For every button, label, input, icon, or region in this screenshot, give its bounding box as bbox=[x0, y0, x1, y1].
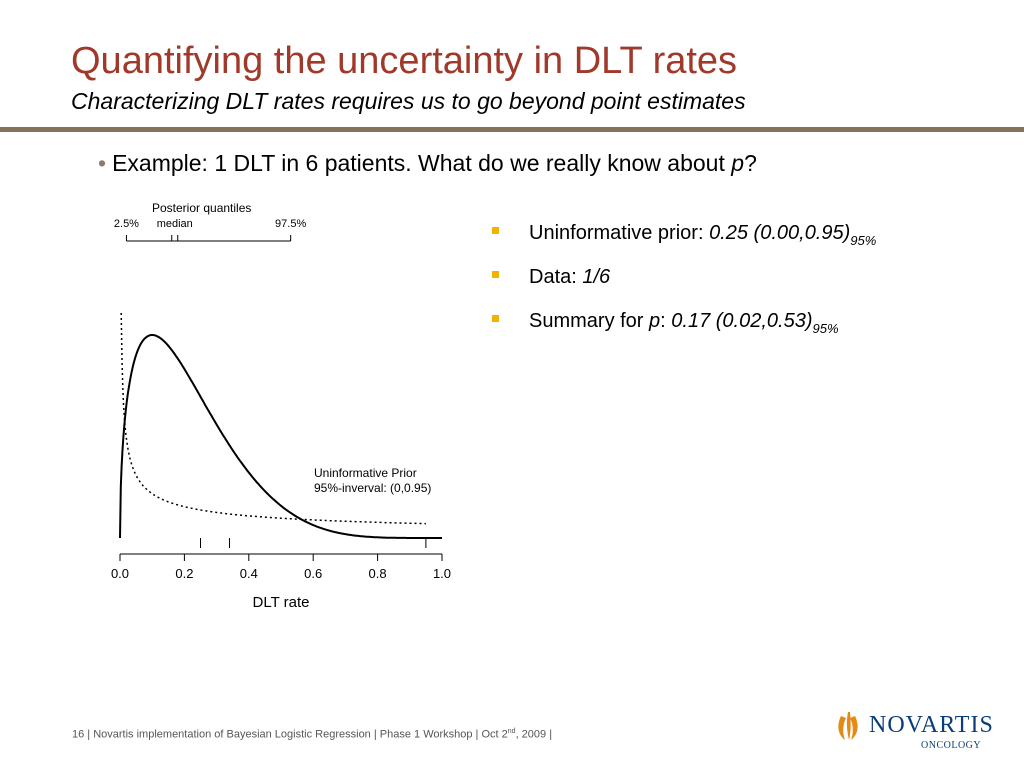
novartis-logo: NOVARTIS ONCOLOGY bbox=[833, 708, 993, 752]
prior-annotation-line2: 95%-inverval: (0,0.95) bbox=[314, 481, 431, 495]
x-axis: 0.0 0.2 0.4 0.6 0.8 1.0 DLT rate bbox=[111, 538, 451, 611]
x-tick-label-0.8: 0.8 bbox=[369, 566, 387, 581]
square-bullet-icon bbox=[492, 227, 499, 234]
logo-wordmark: NOVARTIS bbox=[869, 712, 994, 738]
footer-sup: nd bbox=[507, 728, 516, 735]
sub-bullet-label: Data: bbox=[529, 266, 583, 288]
sub-bullet-value: 1/6 bbox=[582, 266, 611, 288]
sub-bullet-list: Uninformative prior: 0.25 (0.00,0.95)95%… bbox=[492, 222, 876, 354]
x-axis-label: DLT rate bbox=[253, 594, 310, 611]
quantile-label-97.5: 97.5% bbox=[275, 218, 306, 230]
flame-icon bbox=[838, 712, 858, 740]
bullet-dot-icon: • bbox=[98, 150, 107, 176]
posterior-density-series bbox=[119, 334, 442, 539]
sub-bullet-label-end: : bbox=[660, 310, 672, 332]
x-tick-label-0.4: 0.4 bbox=[240, 566, 258, 581]
square-bullet-icon bbox=[492, 315, 499, 322]
x-tick-label-0.6: 0.6 bbox=[304, 566, 322, 581]
sub-bullet-subscript: 95% bbox=[850, 233, 877, 248]
footer-text-end: , 2009 | bbox=[515, 728, 553, 741]
dlt-rate-chart: Posterior quantiles 2.5% median 97.5% Un… bbox=[111, 201, 451, 611]
title-divider bbox=[0, 127, 1024, 132]
sub-bullet-var: p bbox=[649, 310, 661, 332]
sub-bullet-label: Summary for bbox=[529, 310, 650, 332]
square-bullet-icon bbox=[492, 271, 499, 278]
sub-bullet-value: 0.25 (0.00,0.95) bbox=[709, 222, 851, 244]
prior-annotation-line1: Uninformative Prior bbox=[314, 466, 417, 480]
list-item: Uninformative prior: 0.25 (0.00,0.95)95% bbox=[492, 222, 876, 266]
x-tick-label-0.0: 0.0 bbox=[111, 566, 129, 581]
main-bullet-text: Example: 1 DLT in 6 patients. What do we… bbox=[112, 150, 732, 176]
prior-density-series bbox=[120, 312, 426, 525]
footer-text: | Novartis implementation of Bayesian Lo… bbox=[84, 728, 508, 741]
footer: 16 | Novartis implementation of Bayesian… bbox=[72, 728, 552, 741]
main-bullet-var: p bbox=[731, 150, 745, 176]
quantile-bracket: Posterior quantiles 2.5% median 97.5% bbox=[114, 201, 306, 242]
quantile-label-2.5: 2.5% bbox=[114, 218, 139, 230]
list-item: Data: 1/6 bbox=[492, 266, 876, 310]
page-number: 16 bbox=[72, 728, 85, 741]
quantile-bracket-title: Posterior quantiles bbox=[152, 201, 251, 215]
slide-title: Quantifying the uncertainty in DLT rates bbox=[71, 40, 738, 82]
main-bullet-end: ? bbox=[744, 150, 757, 176]
sub-bullet-value: 0.17 (0.02,0.53) bbox=[671, 310, 813, 332]
x-tick-label-1.0: 1.0 bbox=[433, 566, 451, 581]
quantile-label-median: median bbox=[157, 218, 193, 230]
sub-bullet-subscript: 95% bbox=[812, 321, 839, 336]
logo-subtitle: ONCOLOGY bbox=[921, 740, 982, 751]
slide-subtitle: Characterizing DLT rates requires us to … bbox=[71, 88, 746, 114]
list-item: Summary for p: 0.17 (0.02,0.53)95% bbox=[492, 310, 876, 354]
x-tick-label-0.2: 0.2 bbox=[175, 566, 193, 581]
main-bullet: • Example: 1 DLT in 6 patients. What do w… bbox=[98, 150, 757, 178]
sub-bullet-label: Uninformative prior: bbox=[529, 222, 710, 244]
